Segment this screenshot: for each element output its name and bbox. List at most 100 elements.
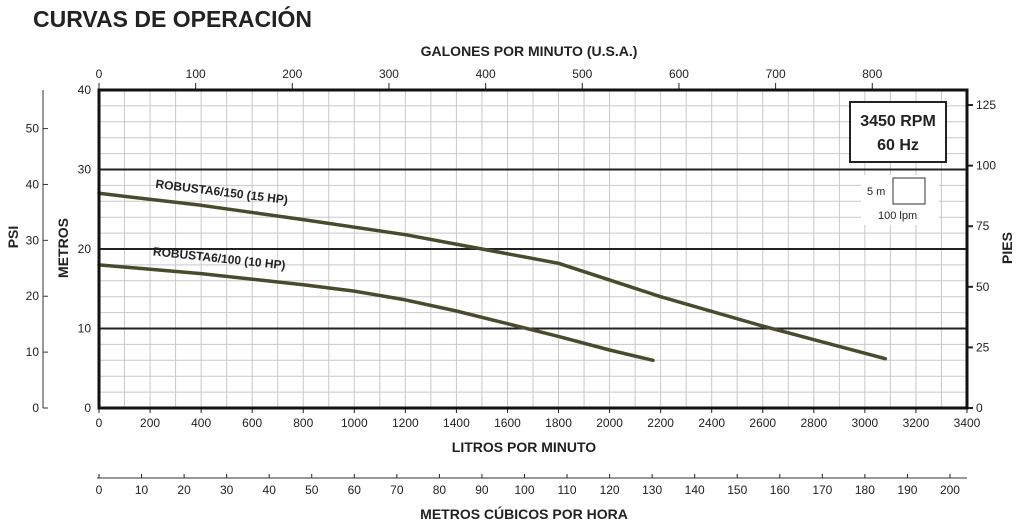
series-point-2 [404,299,406,301]
pies-tick-label: 25 [976,340,990,354]
metros-tick-label: 30 [78,163,92,177]
gpm-tick-label: 400 [476,67,496,81]
series-point-1 [481,248,483,250]
m3h-tick-label: 60 [348,483,362,497]
hz-label: 60 Hz [877,137,919,154]
scale-height-label: 5 m [867,186,885,198]
lpm-tick-label: 2800 [800,416,827,430]
metros-tick-label: 20 [78,242,92,256]
pies-tick-label: 50 [976,280,990,294]
m3h-tick-label: 100 [514,483,534,497]
m3h-tick-label: 40 [263,483,277,497]
m3h-tick-label: 10 [135,483,149,497]
gpm-tick-label: 100 [186,67,206,81]
gpm-tick-label: 700 [766,67,786,81]
rpm-annotation-box: 3450 RPM 60 Hz [849,101,947,163]
psi-tick-label: 50 [26,122,40,136]
m3h-tick-label: 30 [220,483,234,497]
lpm-tick-label: 3000 [852,416,879,430]
series-point-2 [506,323,508,325]
rpm-box-frame [849,101,947,163]
lpm-tick-label: 1400 [443,416,470,430]
series-point-2 [609,349,611,351]
series-point-1 [200,204,202,206]
metros-tick-label: 0 [84,401,91,415]
m3h-tick-label: 80 [433,483,447,497]
rpm-label: 3450 RPM [860,113,936,130]
lpm-tick-label: 2000 [596,416,623,430]
psi-axis-title: PSI [5,226,21,249]
series-point-2 [302,284,304,286]
psi-tick-label: 10 [26,345,40,359]
series-point-1 [884,358,886,360]
metros-axis-title: METROS [55,218,71,278]
m3h-tick-label: 130 [642,483,662,497]
series-curve-2 [97,263,655,363]
lpm-tick-label: 200 [140,416,160,430]
m3h-tick-label: 20 [177,483,191,497]
m3h-tick-label: 50 [305,483,319,497]
top-axis-title: GALONES POR MINUTO (U.S.A.) [421,43,638,59]
m3h-tick-label: 200 [940,483,960,497]
plot-frame [97,88,969,410]
lpm-tick-label: 2400 [698,416,725,430]
chart-title: CURVAS DE OPERACIÓN [33,5,312,32]
m3h-tick-label: 110 [557,483,576,497]
lpm-tick-label: 800 [293,416,313,430]
m3h-tick-label: 180 [855,483,875,497]
gpm-tick-label: 500 [572,67,592,81]
scale-flow-label: 100 lpm [878,210,917,222]
psi-tick-label: 40 [26,177,40,191]
pies-tick-label: 100 [976,159,996,173]
lpm-tick-label: 3200 [903,416,930,430]
bottom-axis-title: LITROS POR MINUTO [452,439,597,455]
scale-legend: 5 m 100 lpm [861,175,939,225]
lpm-tick-label: 1000 [341,416,368,430]
pies-tick-label: 125 [976,98,996,112]
m3h-tick-label: 140 [685,483,705,497]
lpm-tick-label: 1800 [545,416,572,430]
series-point-2 [353,290,355,292]
lpm-tick-label: 3400 [954,416,981,430]
m3h-tick-label: 0 [96,483,103,497]
psi-tick-label: 30 [26,233,40,247]
pies-tick-label: 0 [976,401,983,415]
series-point-2 [558,335,560,337]
cubic-axis-title: METROS CÚBICOS POR HORA [420,505,628,522]
metros-tick-label: 40 [78,83,92,97]
m3h-tick-label: 120 [600,483,620,497]
lpm-tick-label: 2200 [647,416,674,430]
pies-tick-label: 75 [976,219,990,233]
grid-lines [99,90,973,409]
series-point-1 [762,325,764,327]
series-curves: ROBUSTA6/150 (15 HP)ROBUSTA6/100 (10 HP) [97,177,888,363]
lpm-tick-label: 600 [242,416,262,430]
gpm-tick-label: 300 [379,67,399,81]
lpm-tick-label: 1600 [494,416,521,430]
m3h-tick-label: 190 [897,483,917,497]
m3h-tick-label: 90 [475,483,489,497]
psi-tick-label: 20 [26,289,40,303]
series-point-2 [652,359,654,361]
gpm-tick-label: 0 [96,67,103,81]
metros-tick-label: 10 [78,322,92,336]
lpm-tick-label: 1200 [392,416,419,430]
series-point-2 [200,273,202,275]
gpm-tick-label: 800 [862,67,882,81]
m3h-tick-label: 170 [812,483,832,497]
scale-legend-square [892,177,926,205]
psi-tick-label: 0 [32,401,39,415]
gpm-tick-label: 200 [282,67,302,81]
pies-axis-title: PIES [999,232,1015,264]
m3h-tick-label: 160 [770,483,790,497]
series-point-1 [404,234,406,236]
series-point-1 [558,262,560,264]
gpm-tick-label: 600 [669,67,689,81]
axis-ticks: 0 200 400 600 800 1000 1200 1400 1600 1800 2000 220… [26,67,997,497]
lpm-tick-label: 0 [96,416,103,430]
lpm-tick-label: 2600 [749,416,776,430]
series-point-1 [302,219,304,221]
lpm-tick-label: 400 [191,416,211,430]
m3h-tick-label: 150 [727,483,747,497]
